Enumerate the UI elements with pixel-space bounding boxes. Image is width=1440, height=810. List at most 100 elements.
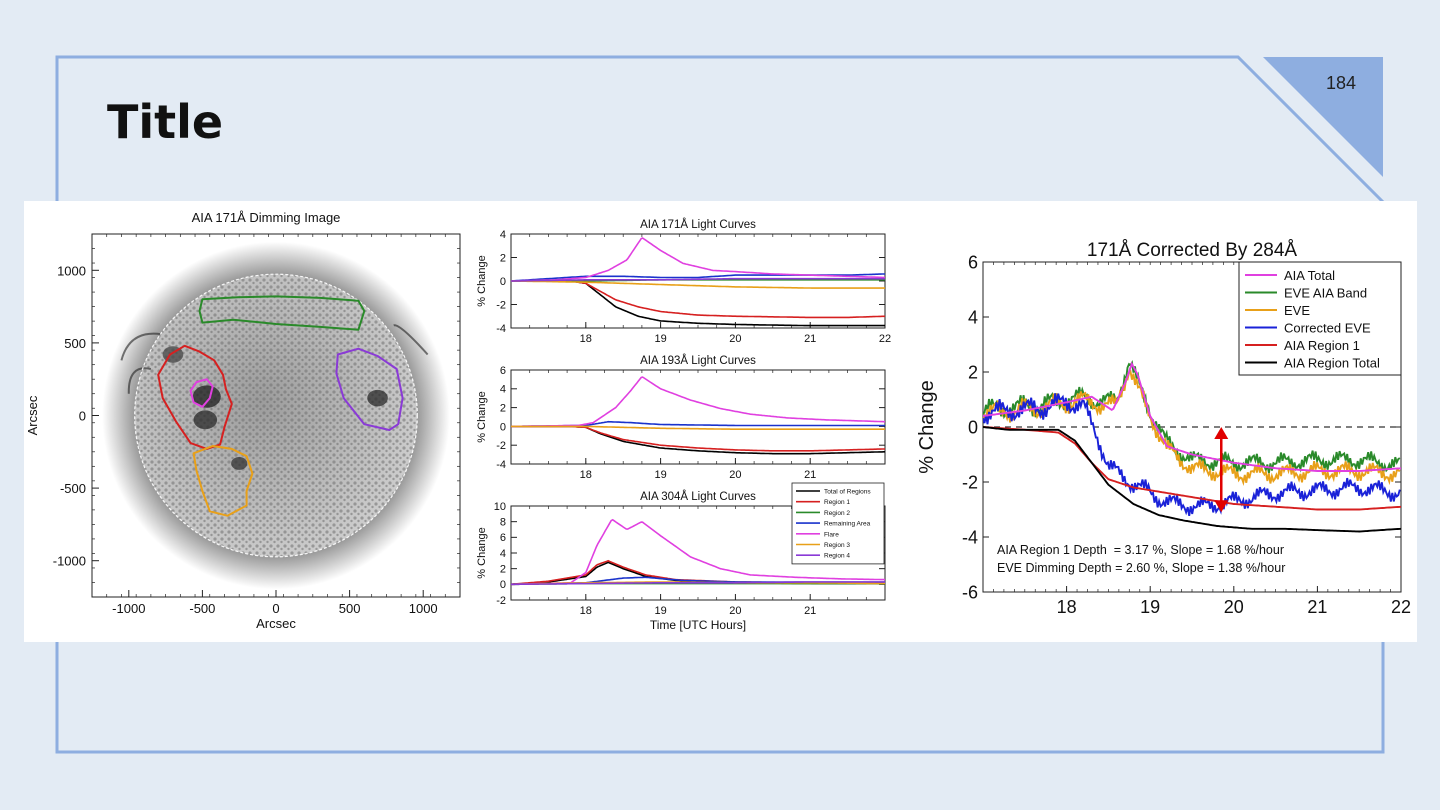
x-tick-label: 19 [654,469,666,481]
x-tick-label: 22 [879,333,891,345]
active-region-patch [231,456,248,470]
y-axis-label: % Change [476,391,488,442]
x-tick-label: -1000 [112,601,145,616]
x-tick-label: -500 [189,601,215,616]
x-tick-label: 500 [339,601,361,616]
y-tick-label: -4 [496,459,506,471]
legend-label: AIA Total [1284,268,1335,283]
y-tick-label: 6 [968,252,978,272]
active-region-patch [193,410,218,430]
chart-title: 171Å Corrected By 284Å [1087,240,1298,261]
depth-annotation: AIA Region 1 Depth = 3.17 %, Slope = 1.6… [997,543,1284,557]
series-line-region-3 [511,425,885,430]
legend-label: Corrected EVE [1284,321,1371,336]
series-line-region-4 [511,581,885,586]
x-tick-label: 1000 [409,601,438,616]
sun-image [92,234,460,597]
region-contour-flare [189,378,214,408]
y-tick-label: 4 [968,307,978,327]
chart-title: AIA 193Å Light Curves [640,354,756,367]
legend-label: Total of Regions [824,489,871,496]
x-axis-label: Time [UTC Hours] [650,618,746,632]
legend-label: Flare [824,531,839,538]
legend-label: Region 3 [824,542,850,549]
x-tick-label: 20 [729,605,741,617]
y-tick-label: 8 [500,517,506,529]
x-tick-label: 22 [1391,597,1411,617]
coronal-loop [120,332,162,361]
chart-lc193: 18 19 20 21 -4 -2 0 2 4 6 AIA 193Å Light Curves % C… [476,354,886,481]
active-region-patch [192,385,221,408]
y-tick-label: 2 [500,252,506,264]
legend-label: Remaining Area [824,521,871,528]
x-tick-label: 21 [1307,597,1327,617]
y-tick-label: 10 [494,501,506,513]
y-tick-label: 0 [968,417,978,437]
y-tick-label: 0 [500,579,506,591]
y-tick-label: 6 [500,365,506,377]
slide-title: Title [107,95,224,149]
y-tick-label: 0 [79,409,86,424]
legend-label: EVE [1284,303,1310,318]
solar-disk-texture [134,274,418,557]
y-axis-label: % Change [916,380,938,473]
y-tick-label: 4 [500,229,506,241]
chart-lc171: 18 19 20 21 22 -4 -2 0 2 4 AIA 171Å Light Curves % … [476,218,891,345]
series-line-flare [511,376,885,428]
x-tick-label: 21 [804,469,816,481]
depth-annotation: EVE Dimming Depth = 2.60 %, Slope = 1.38… [997,561,1285,575]
y-tick-label: 4 [500,548,506,560]
region-contour-region-1 [157,344,233,450]
page-number: 184 [1326,73,1357,93]
legend-label: EVE AIA Band [1284,286,1367,301]
y-tick-label: -1000 [53,554,86,569]
chart-title: AIA 171Å Dimming Image [192,210,341,225]
x-tick-label: 18 [580,333,592,345]
chart-lc304: 18 19 20 21 -2 0 2 4 6 8 10 AIA 304Å Light Curves % … [476,490,886,632]
y-tick-label: -4 [962,527,978,547]
figure-panel: -1000 -500 0 500 1000 -1000 -500 0 500 1000 AIA 17… [24,201,1417,642]
legend-label: AIA Region Total [1284,356,1380,371]
chart-title: AIA 171Å Light Curves [640,218,756,231]
y-tick-label: 0 [500,276,506,288]
y-tick-label: 6 [500,532,506,544]
legend-label: AIA Region 1 [1284,338,1360,353]
y-tick-label: 2 [500,564,506,576]
legend-label: Region 2 [824,510,850,517]
x-tick-label: 20 [1224,597,1244,617]
region-contour-region-2 [198,295,366,331]
series-line-aia-region-total [983,426,1401,533]
y-tick-label: -2 [496,299,506,311]
series-line-corrected-eve [983,393,1401,516]
y-tick-label: 1000 [57,263,86,278]
x-tick-label: 18 [1057,597,1077,617]
legend-label: Region 1 [824,499,850,506]
y-tick-label: 500 [64,336,86,351]
series-line-region-4 [511,277,885,282]
series-line-aia-region-1 [983,426,1401,511]
series-line-region-3 [511,280,885,289]
y-tick-label: 2 [500,402,506,414]
y-tick-label: -500 [60,481,86,496]
x-tick-label: 21 [804,333,816,345]
x-tick-label: 18 [580,469,592,481]
series-line-flare [511,237,885,282]
legend-light-curves: Total of Regions Region 1 Region 2 Remainin… [791,482,885,565]
chart-title: AIA 304Å Light Curves [640,490,756,503]
y-tick-label: -6 [962,582,978,602]
x-tick-label: 19 [654,605,666,617]
series-line-aia-total [983,361,1401,472]
active-region-patch [367,389,388,407]
y-tick-label: 0 [500,421,506,433]
region-contour-region-4 [335,347,404,431]
x-tick-label: 20 [729,469,741,481]
x-axis-label: Arcsec [256,616,296,631]
y-tick-label: -2 [962,472,978,492]
y-tick-label: -4 [496,323,506,335]
region-contour-region-3 [192,445,254,517]
y-tick-label: -2 [496,595,506,607]
x-tick-label: 20 [729,333,741,345]
depth-arrow-head-bottom [1214,500,1229,513]
depth-arrow-head-top [1214,427,1229,439]
